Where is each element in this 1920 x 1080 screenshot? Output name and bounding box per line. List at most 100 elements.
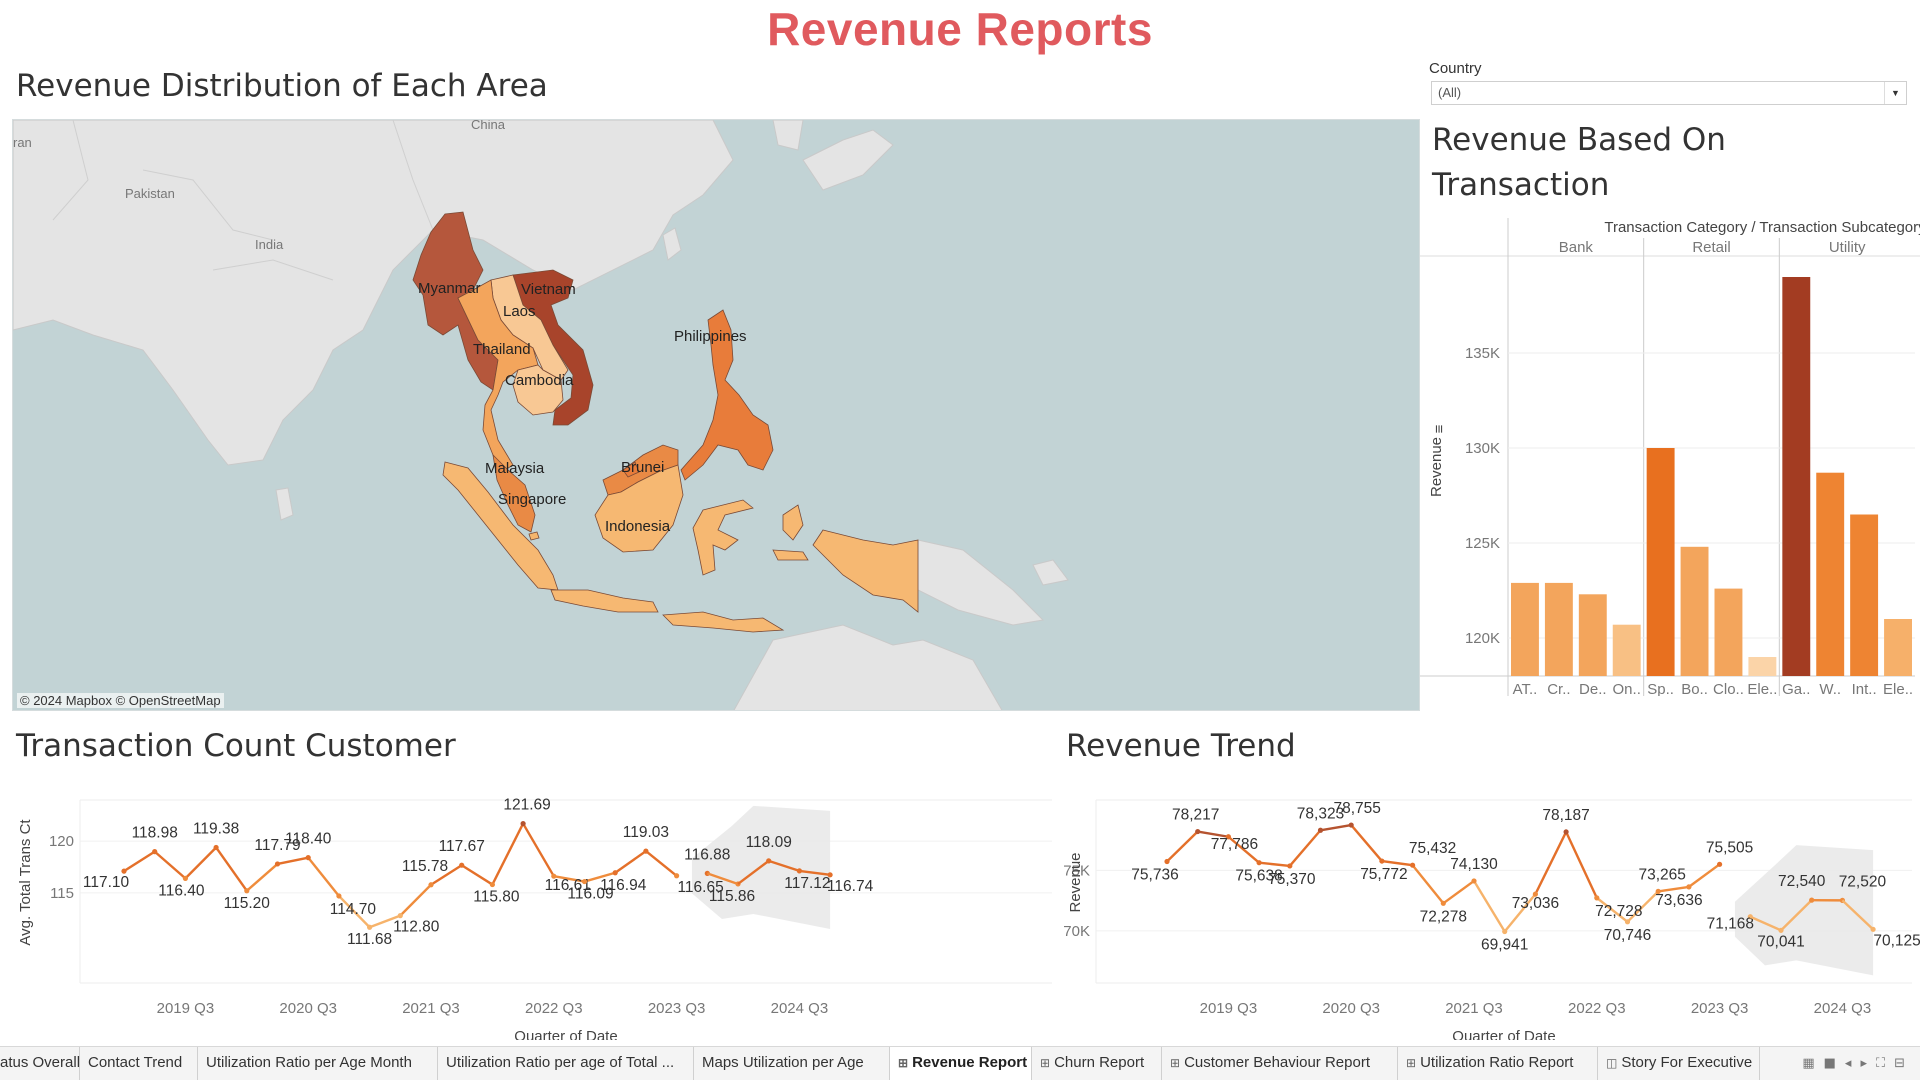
transaction-chart-title: Revenue Based On Transaction bbox=[1432, 118, 1726, 208]
data-point[interactable] bbox=[1164, 858, 1170, 865]
bar-1[interactable] bbox=[1544, 582, 1573, 676]
data-point[interactable] bbox=[397, 913, 403, 919]
bar-4[interactable] bbox=[1646, 448, 1675, 676]
data-point[interactable] bbox=[1471, 878, 1477, 884]
line-segment bbox=[1442, 879, 1475, 905]
x-axis-label: Quarter of Date bbox=[514, 1028, 617, 1040]
country-malaysia-peninsula bbox=[492, 453, 536, 533]
data-point[interactable] bbox=[1225, 834, 1231, 840]
x-tick-label: Int.. bbox=[1852, 681, 1877, 696]
map-label-brunei: Brunei bbox=[621, 459, 664, 476]
data-label: 118.40 bbox=[285, 831, 332, 848]
tab-utilization-ratio-per-age-month[interactable]: Utilization Ratio per Age Month bbox=[198, 1047, 438, 1080]
data-point[interactable] bbox=[643, 848, 649, 854]
data-point[interactable] bbox=[336, 893, 342, 899]
data-point[interactable] bbox=[367, 924, 373, 930]
data-point[interactable] bbox=[1624, 919, 1631, 925]
tab-maps-utilization-per-age[interactable]: Maps Utilization per Age bbox=[694, 1047, 890, 1080]
tab-prev-icon[interactable]: ◂ bbox=[1844, 1056, 1861, 1071]
data-point[interactable] bbox=[1686, 884, 1692, 890]
tab-contact-trend[interactable]: Contact Trend bbox=[80, 1047, 198, 1080]
data-point[interactable] bbox=[1502, 928, 1508, 935]
data-point[interactable] bbox=[1379, 858, 1385, 864]
bar-6[interactable] bbox=[1714, 588, 1743, 676]
data-point[interactable] bbox=[428, 882, 434, 888]
x-tick-label: 2024 Q3 bbox=[1814, 1000, 1872, 1017]
data-point[interactable] bbox=[581, 878, 588, 885]
transaction-chart-title-line1: Revenue Based On bbox=[1432, 122, 1726, 158]
bar-11[interactable] bbox=[1884, 619, 1912, 676]
country-philippines bbox=[680, 309, 774, 481]
tab-churn-report[interactable]: ⊞ Churn Report bbox=[1032, 1047, 1162, 1080]
data-point[interactable] bbox=[1717, 861, 1723, 867]
data-point[interactable] bbox=[1195, 828, 1201, 835]
data-point[interactable] bbox=[674, 873, 680, 879]
data-point[interactable] bbox=[1594, 895, 1600, 901]
forecast-segment bbox=[706, 872, 739, 886]
sort-icon[interactable]: ≡ bbox=[1431, 424, 1448, 433]
map-label-pakistan: Pakistan bbox=[125, 186, 175, 201]
map-canvas[interactable]: Myanmar Vietnam Laos Thailand Cambodia P… bbox=[13, 120, 1420, 711]
data-point[interactable] bbox=[121, 868, 127, 874]
tab-customer-behaviour-report[interactable]: ⊞ Customer Behaviour Report bbox=[1162, 1047, 1398, 1080]
map-label-singapore: Singapore bbox=[498, 491, 566, 508]
filmstrip-icon[interactable]: ■ bbox=[1823, 1056, 1845, 1071]
bar-8[interactable] bbox=[1782, 277, 1811, 676]
data-point[interactable] bbox=[459, 862, 465, 868]
data-point[interactable] bbox=[152, 849, 158, 855]
data-point[interactable] bbox=[244, 888, 250, 894]
data-point[interactable] bbox=[1563, 829, 1569, 835]
data-point[interactable] bbox=[182, 875, 188, 881]
country-indonesia-kalimantan bbox=[594, 464, 684, 553]
bar-3[interactable] bbox=[1612, 624, 1641, 676]
bar-0[interactable] bbox=[1511, 582, 1539, 676]
revenue-trend-chart[interactable]: 75K 70K Revenue 2019 Q3 2020 Q3 2021 Q3 2022 Q… bbox=[1060, 770, 1920, 1040]
country-filter-select[interactable]: (All) ▼ bbox=[1431, 81, 1907, 105]
data-point[interactable] bbox=[305, 855, 311, 861]
bar-2[interactable] bbox=[1578, 594, 1607, 676]
data-point[interactable] bbox=[1532, 891, 1538, 897]
line-segment bbox=[1688, 863, 1721, 888]
data-point[interactable] bbox=[520, 820, 526, 827]
transaction-count-chart[interactable]: 120 115 Avg. Total Trans Ct 2019 Q3 2020 Q3 2… bbox=[0, 770, 1060, 1040]
sheet-sorter-icon[interactable]: ▦ bbox=[1802, 1056, 1824, 1071]
tab-utilization-ratio-report[interactable]: ⊞ Utilization Ratio Report bbox=[1398, 1047, 1598, 1080]
chevron-down-icon[interactable]: ▼ bbox=[1884, 82, 1906, 104]
data-point[interactable] bbox=[213, 844, 219, 851]
forecast-label: 72,540 bbox=[1778, 873, 1826, 890]
tab-atus-overall[interactable]: atus Overall bbox=[0, 1047, 80, 1080]
forecast-point[interactable] bbox=[1870, 926, 1876, 932]
data-point[interactable] bbox=[1348, 822, 1354, 828]
map-label-malaysia: Malaysia bbox=[485, 460, 545, 477]
x-tick-label: 2019 Q3 bbox=[157, 1000, 215, 1017]
tab-label: atus Overall bbox=[0, 1054, 81, 1071]
bar-5[interactable] bbox=[1680, 546, 1709, 676]
tab-menu-icon[interactable]: ⊟ bbox=[1894, 1056, 1914, 1071]
data-point[interactable] bbox=[489, 881, 495, 888]
data-point[interactable] bbox=[274, 861, 281, 867]
data-point[interactable] bbox=[551, 873, 557, 879]
land-australia bbox=[733, 624, 1003, 710]
tab-revenue-report[interactable]: ⊞ Revenue Report bbox=[890, 1047, 1032, 1080]
bar-10[interactable] bbox=[1850, 514, 1879, 677]
data-point[interactable] bbox=[1655, 888, 1661, 894]
data-point[interactable] bbox=[1317, 827, 1324, 833]
data-point[interactable] bbox=[1410, 862, 1416, 868]
forecast-point[interactable] bbox=[827, 872, 833, 878]
data-label: 75,772 bbox=[1360, 866, 1407, 883]
data-point[interactable] bbox=[612, 870, 618, 876]
map-credit[interactable]: © 2024 Mapbox © OpenStreetMap bbox=[17, 693, 224, 708]
data-point[interactable] bbox=[1287, 863, 1293, 869]
tab-next-icon[interactable]: ▸ bbox=[1860, 1056, 1876, 1071]
tab-story-for-executive[interactable]: ◫ Story For Executive bbox=[1598, 1047, 1760, 1080]
transaction-bar-chart[interactable]: Transaction Category / Transaction Subca… bbox=[1420, 210, 1920, 696]
bar-7[interactable] bbox=[1748, 657, 1777, 676]
data-point[interactable] bbox=[1440, 900, 1446, 906]
tab-controls: ▦■◂▸⛶⊟ bbox=[1802, 1056, 1914, 1071]
x-tick-label: 2023 Q3 bbox=[1691, 1000, 1749, 1017]
tab-utilization-ratio-per-age-of-total[interactable]: Utilization Ratio per age of Total ... bbox=[438, 1047, 694, 1080]
revenue-map[interactable]: Myanmar Vietnam Laos Thailand Cambodia P… bbox=[12, 119, 1420, 711]
data-point[interactable] bbox=[1256, 860, 1262, 866]
bar-9[interactable] bbox=[1816, 472, 1845, 676]
fullscreen-icon[interactable]: ⛶ bbox=[1875, 1056, 1895, 1071]
